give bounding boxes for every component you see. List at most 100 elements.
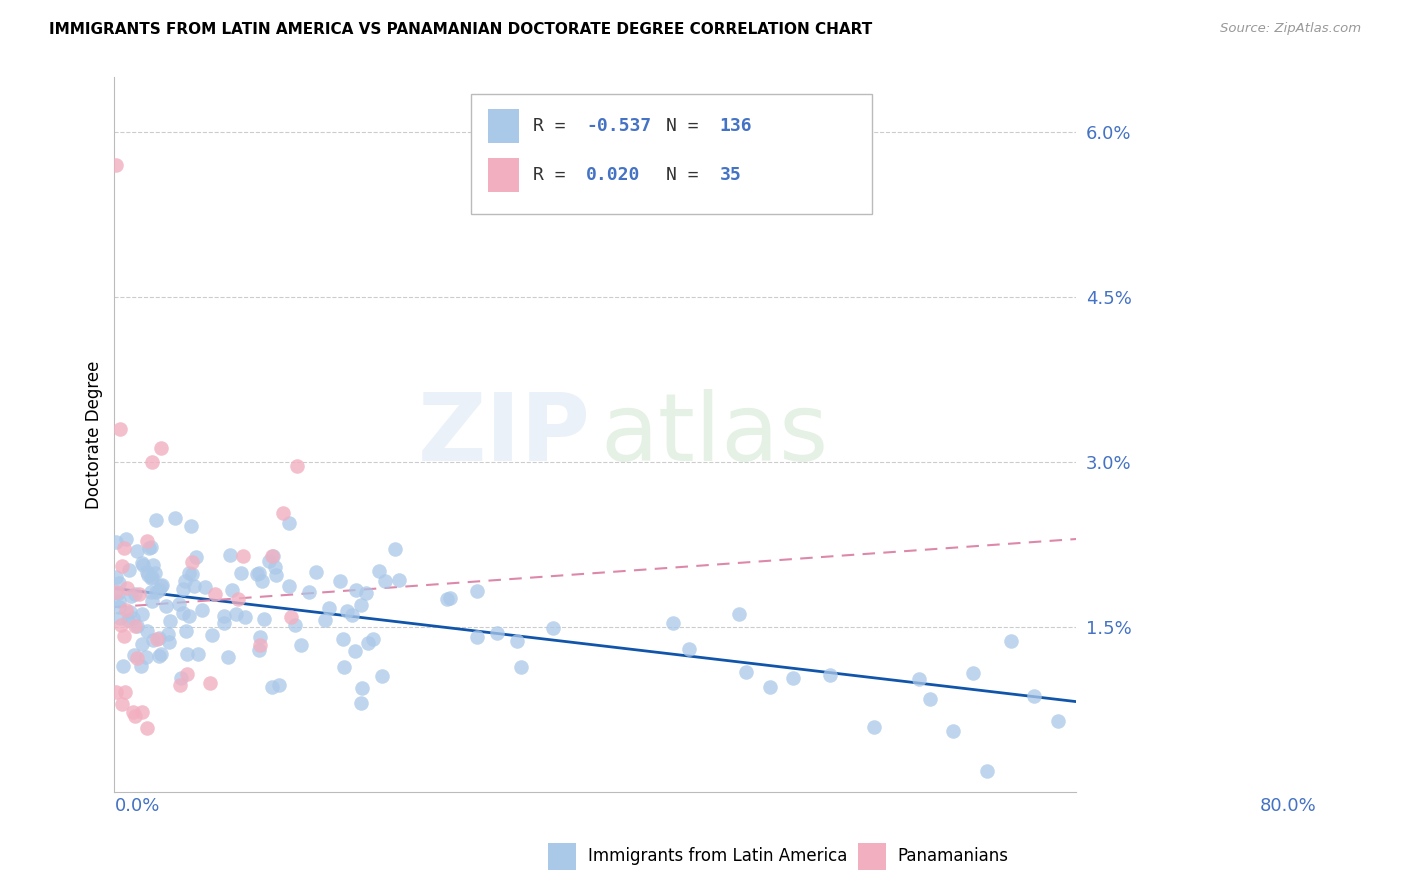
Text: N =: N = xyxy=(666,117,710,135)
Point xyxy=(863,720,886,734)
Point xyxy=(329,574,352,589)
Point xyxy=(1000,633,1022,648)
Text: -0.537: -0.537 xyxy=(586,117,651,135)
Point xyxy=(107,585,129,599)
Point xyxy=(541,621,564,635)
Point xyxy=(124,587,146,601)
Point xyxy=(139,571,162,585)
Point xyxy=(135,566,157,580)
Point xyxy=(172,582,194,596)
Point xyxy=(150,441,173,455)
Point xyxy=(350,696,373,710)
Point xyxy=(110,618,132,632)
Point xyxy=(233,610,256,624)
Point xyxy=(145,585,167,599)
Point xyxy=(204,587,226,601)
Point xyxy=(120,605,142,619)
Point xyxy=(169,678,191,692)
Point xyxy=(908,672,931,686)
Point xyxy=(143,566,166,580)
Point xyxy=(226,591,249,606)
Point xyxy=(262,680,284,694)
Point xyxy=(247,643,270,657)
Point xyxy=(148,582,170,597)
Point xyxy=(174,624,197,638)
Point xyxy=(333,660,356,674)
Point xyxy=(354,586,377,600)
Point xyxy=(264,560,287,574)
Point xyxy=(371,669,394,683)
Point xyxy=(305,565,328,579)
Point xyxy=(138,541,160,556)
Point xyxy=(336,604,359,618)
Point xyxy=(104,535,127,549)
Point xyxy=(142,558,165,573)
Point xyxy=(232,549,254,563)
Point xyxy=(157,627,180,641)
Point xyxy=(148,632,170,646)
Point xyxy=(122,648,145,662)
Point xyxy=(734,665,756,679)
Point xyxy=(125,544,148,558)
Point xyxy=(159,614,181,628)
Point xyxy=(111,697,134,711)
Point xyxy=(176,647,198,661)
Point xyxy=(350,598,373,612)
Point xyxy=(131,637,153,651)
Point xyxy=(219,548,242,562)
Point xyxy=(150,647,173,661)
Point xyxy=(201,628,224,642)
Point xyxy=(231,566,253,580)
Point xyxy=(340,607,363,622)
Point xyxy=(918,692,941,706)
Point xyxy=(361,632,384,646)
Point xyxy=(257,554,280,568)
Point xyxy=(249,630,271,644)
Point xyxy=(194,580,217,594)
Point xyxy=(177,566,200,580)
Text: R =: R = xyxy=(533,166,588,184)
Point xyxy=(298,584,321,599)
Point xyxy=(148,649,170,664)
Point xyxy=(174,574,197,588)
Point xyxy=(249,638,271,652)
Point xyxy=(131,556,153,570)
Point xyxy=(187,647,209,661)
Text: atlas: atlas xyxy=(600,389,828,481)
Point xyxy=(221,582,243,597)
Point xyxy=(662,616,685,631)
Point xyxy=(277,516,299,530)
Point xyxy=(118,563,141,577)
Point xyxy=(136,624,159,639)
Point xyxy=(212,609,235,624)
Point xyxy=(131,607,153,621)
Point xyxy=(125,618,148,632)
Point xyxy=(820,667,842,681)
Point xyxy=(132,558,155,573)
Point xyxy=(141,455,163,469)
Point xyxy=(107,576,129,591)
Point xyxy=(104,570,127,584)
Point xyxy=(172,606,194,620)
Point xyxy=(124,619,146,633)
Point xyxy=(332,632,354,647)
Point xyxy=(115,602,138,616)
Point xyxy=(284,617,307,632)
Point xyxy=(141,540,163,554)
Point xyxy=(285,458,308,473)
Point xyxy=(128,587,150,601)
Point xyxy=(142,632,165,647)
Point xyxy=(167,597,190,611)
Text: Immigrants from Latin America: Immigrants from Latin America xyxy=(588,847,846,865)
Point xyxy=(155,599,177,614)
Point xyxy=(150,578,173,592)
Text: 0.0%: 0.0% xyxy=(114,797,160,814)
Point xyxy=(110,611,132,625)
Point xyxy=(486,625,509,640)
Point xyxy=(145,513,167,527)
Point xyxy=(121,706,143,720)
Point xyxy=(114,685,136,699)
Point xyxy=(678,641,700,656)
Point xyxy=(125,650,148,665)
Point xyxy=(465,630,488,644)
